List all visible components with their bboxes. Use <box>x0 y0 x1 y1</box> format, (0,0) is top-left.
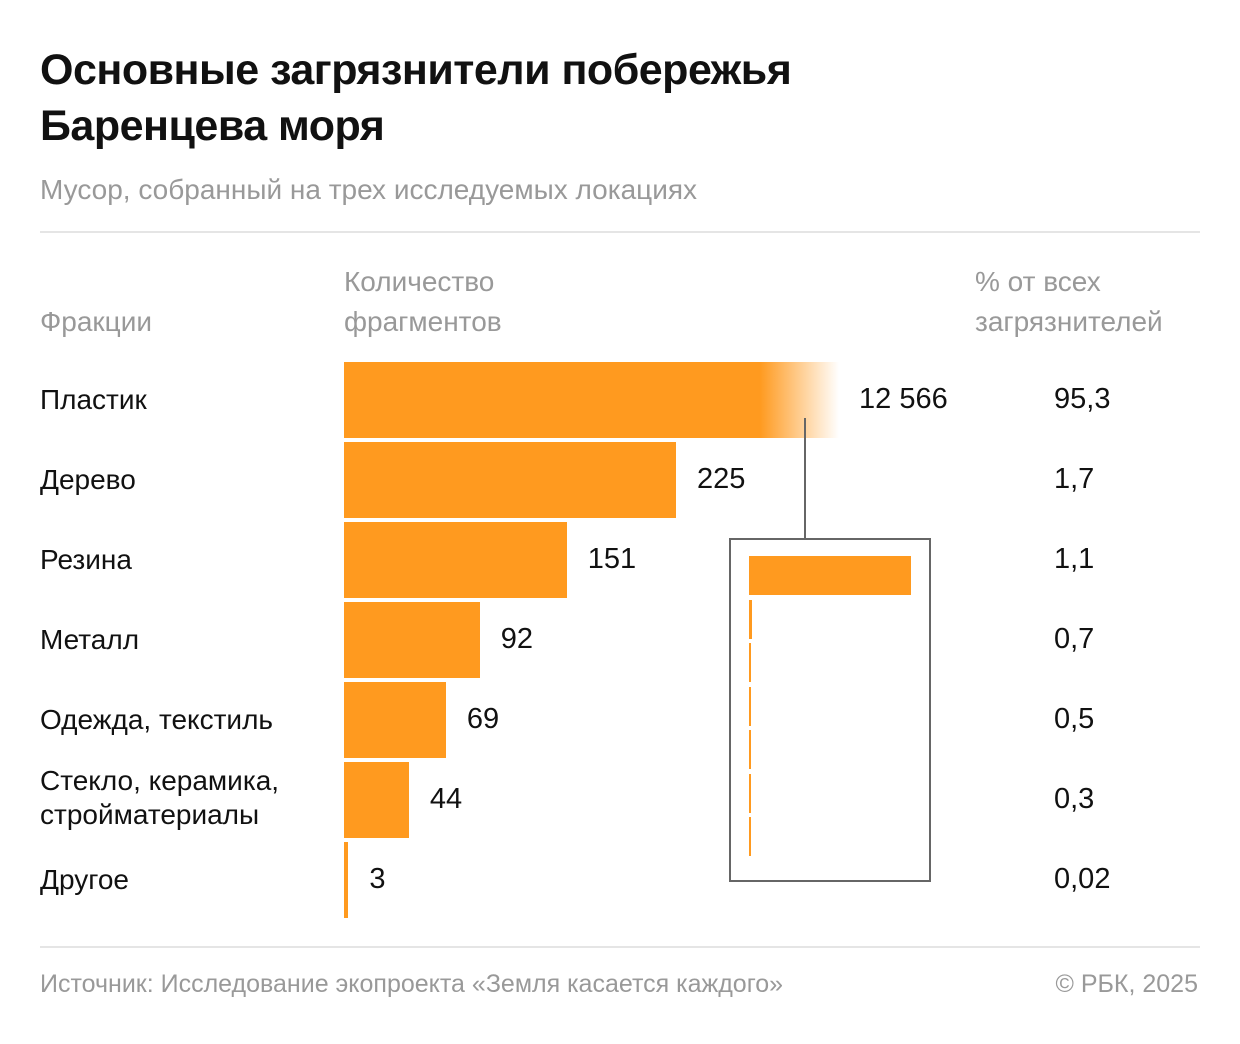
chart-title: Основные загрязнители побережья Баренцев… <box>40 46 792 150</box>
value-label: 12 566 <box>859 383 948 415</box>
inset-bar <box>749 556 911 595</box>
value-label: 44 <box>429 783 463 815</box>
category-label: Одежда, текстиль <box>40 704 273 735</box>
inset-bar <box>749 730 751 769</box>
inset-bar <box>749 599 752 639</box>
inset-connector-line <box>804 418 806 539</box>
percent-label: 0,7 <box>1054 623 1095 655</box>
percent-label: 1,1 <box>1054 543 1095 575</box>
category-label: Дерево <box>40 464 136 495</box>
category-label: Металл <box>40 624 140 655</box>
inset-bar <box>749 773 751 813</box>
value-label: 3 <box>369 863 386 895</box>
bar <box>344 442 676 518</box>
percent-label: 0,3 <box>1054 783 1095 815</box>
category-label: Резина <box>40 544 132 575</box>
chart-subtitle: Мусор, собранный на трех исследуемых лок… <box>40 174 698 205</box>
inset-bar <box>749 686 751 726</box>
percent-label: 1,7 <box>1054 463 1095 495</box>
percent-label: 0,5 <box>1054 703 1095 735</box>
percent-label: 95,3 <box>1054 383 1111 415</box>
header-percent: % от всех загрязнителей <box>975 266 1163 337</box>
value-label: 69 <box>466 703 500 735</box>
category-label: Пластик <box>40 384 147 415</box>
bar <box>344 842 349 918</box>
percent-label: 0,02 <box>1054 863 1111 895</box>
category-label: Стекло, керамика, стройматериалы <box>40 765 280 830</box>
category-label: Другое <box>40 864 129 895</box>
inset-bar <box>749 643 751 682</box>
top-divider <box>40 231 1200 233</box>
value-label: 92 <box>500 623 534 655</box>
header-count: Количество фрагментов <box>344 266 502 337</box>
value-label: 151 <box>587 543 637 575</box>
bar <box>344 362 839 438</box>
bottom-divider <box>40 946 1200 948</box>
header-category: Фракции <box>40 306 152 337</box>
bar <box>344 762 409 838</box>
bar <box>344 602 480 678</box>
bar <box>344 522 567 598</box>
inset-full-scale <box>729 538 931 882</box>
copyright: © РБК, 2025 <box>1055 970 1198 998</box>
source-note: Источник: Исследование экопроекта «Земля… <box>40 970 784 998</box>
bar <box>344 682 446 758</box>
inset-bar <box>749 817 751 856</box>
value-label: 225 <box>697 463 746 495</box>
